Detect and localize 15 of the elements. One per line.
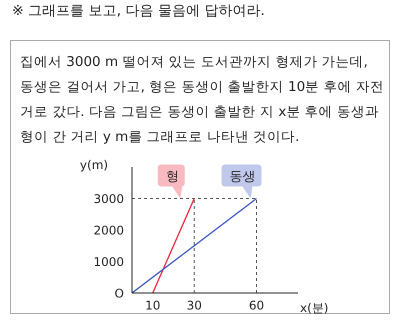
y-tick-label: O — [114, 286, 124, 300]
y-axis-title: y(m) — [80, 158, 108, 172]
y-tick-label: 2000 — [93, 223, 124, 238]
speech-bubble-icon: 동생 — [222, 164, 262, 198]
speech-bubble-icon: 형 — [158, 164, 185, 198]
x-tick-label: 10 — [145, 298, 160, 313]
chart-title: ※ 그래프를 보고, 다음 물음에 답하여라. — [12, 2, 265, 20]
y-tick-label: 3000 — [93, 192, 124, 206]
text: 집에서 3000 m 떨어져 있는 도서관까지 형제가 가는데, 동생은 걸어서 가고, 형은 동생이 출발한지 10분 후에 자전거로 갔다. 다음 그림은 동생이 출발한 지 x분 후에 동생과 형이 간 거리 y m를 그래프로 나타낸 것이다. — [20, 53, 384, 147]
series-label: 동생 — [230, 170, 256, 184]
series-label: 형 — [166, 170, 179, 184]
y-tick-label: 1000 — [93, 254, 124, 269]
x-axis-title: x(분) — [300, 300, 328, 315]
x-tick-label: 60 — [248, 298, 264, 313]
x-tick-label: 30 — [186, 298, 202, 313]
